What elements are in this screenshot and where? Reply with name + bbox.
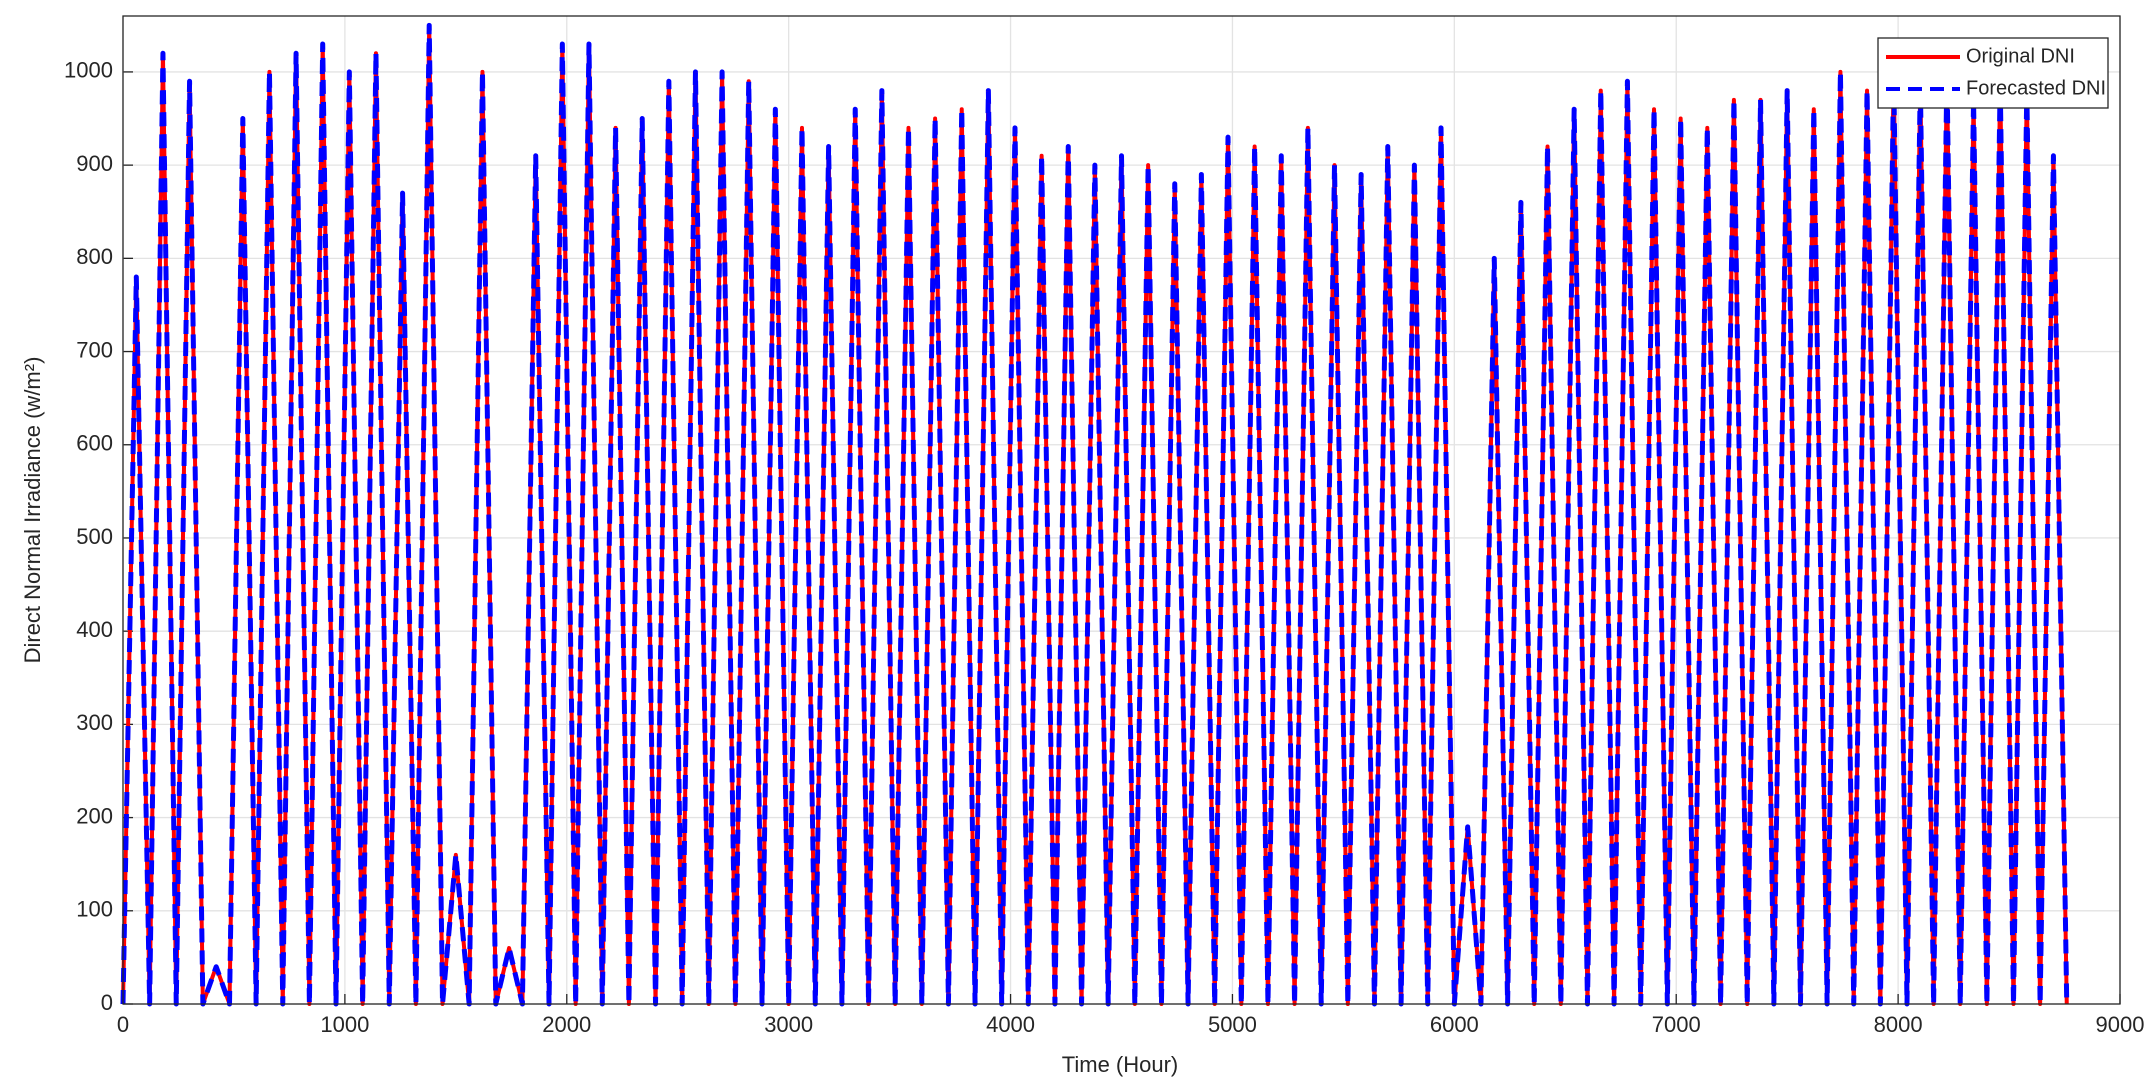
y-axis-label: Direct Normal Irradiance (w/m²): [20, 357, 45, 664]
legend: Original DNI Forecasted DNI: [1877, 37, 2109, 109]
y-tick-label: 0: [101, 990, 113, 1015]
y-tick-label: 300: [76, 710, 113, 735]
x-tick-label: 8000: [1874, 1012, 1923, 1037]
x-axis-label: Time (Hour): [1062, 1052, 1179, 1077]
x-tick-label: 1000: [320, 1012, 369, 1037]
y-tick-label: 100: [76, 897, 113, 922]
data-line: [120, 22, 2070, 1007]
x-tick-label: 3000: [764, 1012, 813, 1037]
legend-label: Original DNI: [1966, 45, 2075, 67]
y-tick-label: 1000: [64, 58, 113, 83]
x-tick-label: 7000: [1652, 1012, 1701, 1037]
y-tick-label: 600: [76, 431, 113, 456]
y-tick-label: 200: [76, 803, 113, 828]
x-tick-label: 2000: [542, 1012, 591, 1037]
x-tick-label: 4000: [986, 1012, 1035, 1037]
legend-box: [1877, 37, 2109, 109]
y-tick-label: 800: [76, 244, 113, 269]
y-tick-label: 900: [76, 151, 113, 176]
legend-label: Forecasted DNI: [1966, 77, 2106, 99]
y-tick-label: 700: [76, 337, 113, 362]
y-tick-label: 400: [76, 617, 113, 642]
x-tick-label: 6000: [1430, 1012, 1479, 1037]
x-tick-label: 9000: [2096, 1012, 2145, 1037]
plot-frame: [122, 15, 2121, 1005]
y-tick-label: 500: [76, 524, 113, 549]
x-tick-label: 5000: [1208, 1012, 1257, 1037]
x-tick-label: 0: [117, 1012, 129, 1037]
